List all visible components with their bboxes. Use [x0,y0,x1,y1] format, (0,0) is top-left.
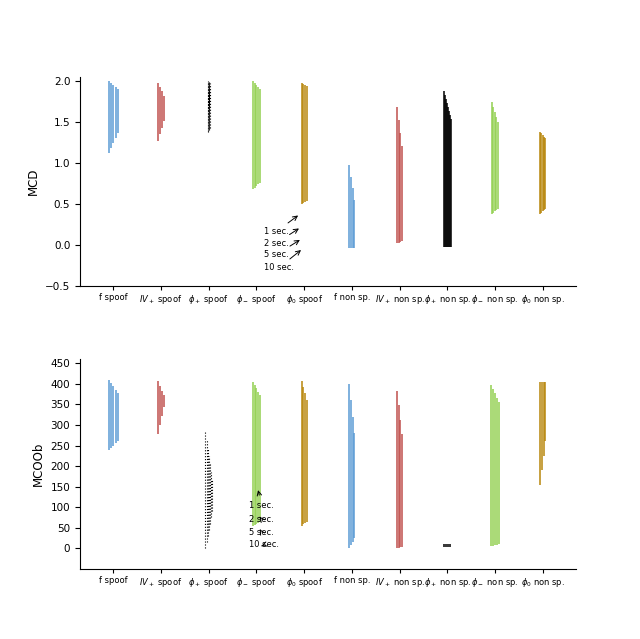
Y-axis label: MCOOb: MCOOb [32,442,45,486]
Text: 5 sec.: 5 sec. [264,240,299,259]
Text: 5 sec.: 5 sec. [250,528,274,537]
Text: 10 sec.: 10 sec. [264,250,300,272]
Text: 10 sec.: 10 sec. [250,541,279,550]
Text: 2 sec.: 2 sec. [264,229,298,248]
Text: 1 sec.: 1 sec. [264,216,297,236]
Text: 2 sec.: 2 sec. [250,515,274,524]
Y-axis label: MCD: MCD [26,167,40,195]
Text: 1 sec.: 1 sec. [250,491,274,509]
